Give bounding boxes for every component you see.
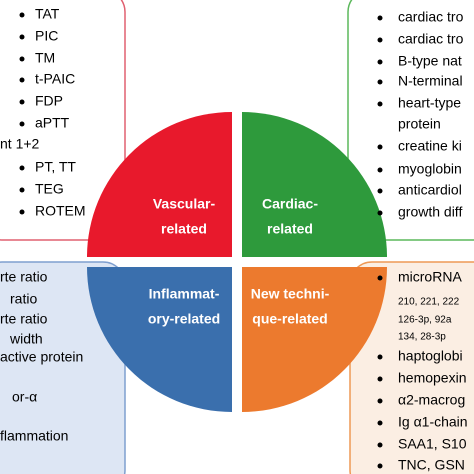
vascular-box [0,0,126,241]
bullet [377,420,383,426]
list-item: myoglobin [398,161,462,177]
list-item: anticardiol [398,182,462,198]
quadrant [87,112,232,257]
bullet [377,37,383,43]
bullet [377,167,383,173]
list-item: B-type nat [398,53,462,69]
quadrant [242,267,387,412]
inflammatory-box [0,261,126,474]
quadrant-label: related [267,221,313,237]
list-item: ratio [10,291,37,307]
list-item: active protein [0,349,83,365]
list-item: or-α [12,389,37,405]
list-item: FDP [35,93,63,109]
bullet [19,56,25,62]
bullet [377,101,383,107]
list-item: nt 1+2 [0,136,40,152]
bullet [377,275,383,281]
bullet [377,210,383,216]
quadrant [242,112,387,257]
list-item: 126-3p, 92a [398,315,452,326]
list-item: cardiac tro [398,9,464,25]
list-item: rte ratio [0,269,48,285]
list-item: t-PAIC [35,71,75,87]
quadrant-label: New techni- [251,286,330,302]
list-item: creatine ki [398,138,462,154]
bullet [377,144,383,150]
bullet [377,354,383,360]
quadrant-label: Cardiac- [262,196,318,212]
bullet [377,15,383,21]
list-item: PT, TT [35,159,76,175]
quadrant-label: ory-related [148,311,220,327]
list-item: TEG [35,181,64,197]
list-item: TM [35,50,55,66]
list-item: heart-type [398,95,461,111]
list-item: TNC, GSN [398,457,465,473]
quadrant [87,267,232,412]
bullet [377,398,383,404]
list-item: cardiac tro [398,31,464,47]
bullet [19,77,25,83]
bullet [19,34,25,40]
list-item: hemopexin [398,370,467,386]
bullet [377,59,383,65]
bullet [377,376,383,382]
list-item: aPTT [35,115,70,131]
list-item: 134, 28-3p [398,332,446,343]
bullet [19,187,25,193]
list-item: flammation [0,428,68,444]
bullet [19,121,25,127]
bullet [377,188,383,194]
list-item: microRNA [398,269,462,285]
list-item: N-terminal [398,73,463,89]
quadrant-label: related [161,221,207,237]
bullet [19,209,25,215]
bullet [19,12,25,18]
list-item: 210, 221, 222 [398,297,460,308]
bullet [19,99,25,105]
list-item: α2-macrog [398,392,465,408]
list-item: PIC [35,28,58,44]
quadrant-label: Vascular- [153,196,216,212]
list-item: width [9,331,43,347]
bullet [377,463,383,469]
list-item: growth diff [398,204,462,220]
quadrant-label: que-related [252,311,327,327]
list-item: Ig α1-chain [398,414,468,430]
list-item: TAT [35,6,60,22]
list-item: haptoglobi [398,348,463,364]
quadrant-label: Inflammat- [149,286,220,302]
bullet [19,165,25,171]
list-item: rte ratio [0,311,48,327]
bullet [377,79,383,85]
list-item: ROTEM [35,203,86,219]
bullet [377,442,383,448]
list-item: SAA1, S10 [398,436,467,452]
list-item: protein [398,116,441,132]
